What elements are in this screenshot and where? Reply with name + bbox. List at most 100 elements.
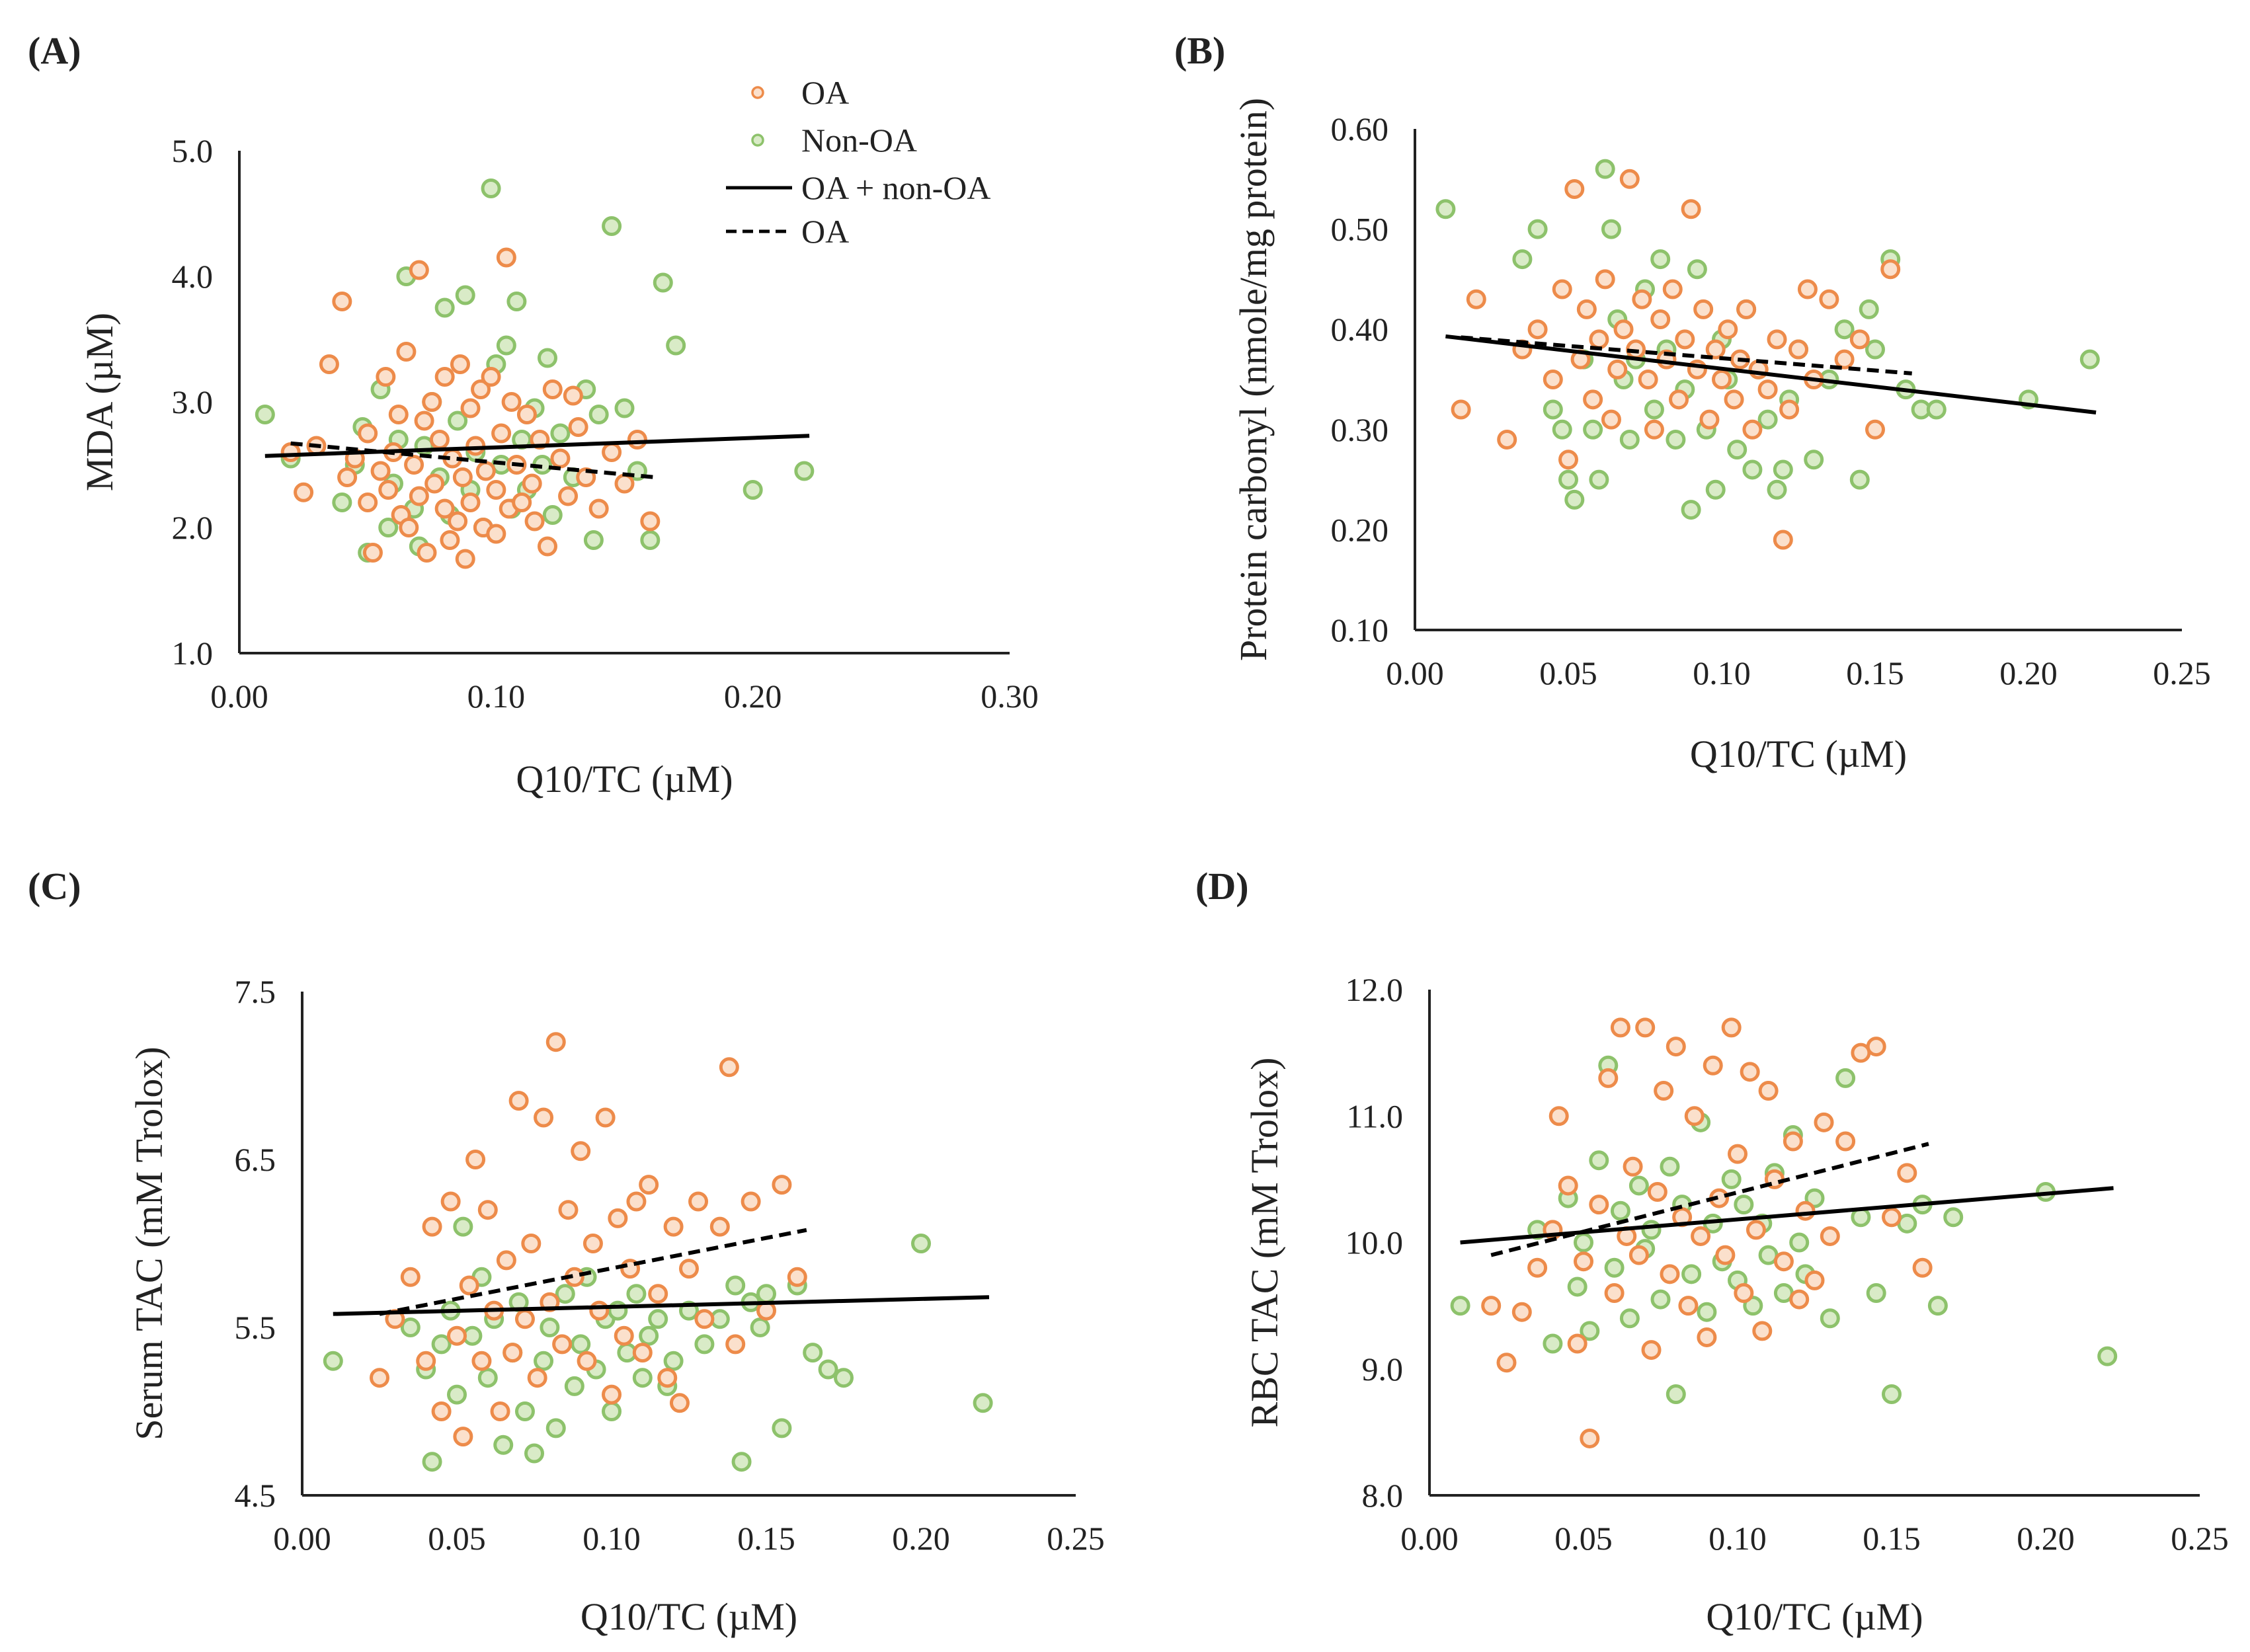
oa-point [422, 1216, 442, 1237]
oa-point [1757, 379, 1778, 400]
oa-point [388, 405, 409, 424]
x-axis-title: Q10/TC (µM) [1706, 1595, 1923, 1638]
oa-point [502, 1343, 523, 1363]
y-tick-label: 6.5 [235, 1141, 276, 1178]
oa-point [527, 1368, 547, 1388]
oa-point [1866, 1037, 1886, 1057]
x-tick-label: 0.10 [1693, 654, 1751, 691]
non-oa-point [1697, 1302, 1717, 1322]
oa-point [648, 1284, 668, 1304]
oa-point [1684, 1106, 1705, 1126]
non-oa-point [477, 1368, 498, 1388]
panel-label: (A) [28, 29, 81, 72]
oa-point [514, 1309, 535, 1329]
non-oa-point [1574, 1232, 1593, 1253]
combined-trend-line [264, 434, 810, 458]
non-oa-point [332, 492, 352, 512]
oa-point [471, 1351, 492, 1371]
non-oa-point [743, 480, 763, 500]
non-oa-point [2079, 349, 2100, 370]
oa-point [1779, 399, 1800, 420]
x-axis-title: Q10/TC (µM) [516, 758, 733, 801]
oa-point [1466, 289, 1486, 309]
oa-point [1610, 1017, 1630, 1038]
x-tick-label: 0.20 [1999, 654, 2058, 691]
x-tick-label: 0.25 [2153, 654, 2211, 691]
oa-point [440, 530, 460, 550]
x-tick-label: 0.20 [2017, 1520, 2075, 1557]
oa-point [1543, 370, 1563, 389]
non-oa-point [1604, 1257, 1625, 1278]
oa-point [1558, 1175, 1578, 1196]
oa-point [1496, 1353, 1517, 1373]
x-tick-label: 0.15 [1863, 1520, 1921, 1557]
oa-point [447, 1325, 467, 1346]
legend-item-3: OA + non-OA [726, 169, 991, 206]
oa-point [399, 518, 419, 537]
oa-point [583, 1234, 603, 1253]
non-oa-point [1804, 450, 1824, 470]
oa-trend-line [379, 1228, 807, 1316]
non-oa-point [1835, 1068, 1856, 1088]
y-tick-label: 5.0 [172, 132, 214, 169]
non-oa-point [1527, 219, 1548, 239]
oa-point [608, 1208, 628, 1228]
oa-point [588, 498, 609, 519]
non-oa-point [1666, 1384, 1686, 1404]
non-oa-point [1943, 1207, 1964, 1228]
non-oa-point [973, 1393, 993, 1413]
oa-point [1481, 1296, 1502, 1316]
y-tick-label: 0.10 [1331, 611, 1389, 649]
non-oa-point [653, 272, 673, 293]
non-oa-point [756, 1284, 776, 1304]
oa-point [1527, 1257, 1548, 1278]
oa-point [1589, 329, 1609, 350]
panel-label: (D) [1195, 865, 1249, 908]
x-tick-label: 0.05 [1539, 654, 1597, 691]
y-tick-label: 0.20 [1331, 511, 1389, 548]
panel-label: (B) [1174, 29, 1225, 72]
non-oa-point [1650, 249, 1671, 270]
non-oa-point [731, 1452, 752, 1472]
oa-point [1789, 1289, 1810, 1310]
oa-point [1580, 1428, 1600, 1448]
legend-item-2: Non-OA [751, 122, 917, 159]
non-oa-point [555, 1284, 575, 1304]
oa-point [1675, 329, 1695, 350]
y-tick-label: 7.5 [235, 973, 276, 1010]
oa-point [404, 455, 424, 475]
oa-point [455, 549, 475, 569]
oa-point [471, 379, 491, 399]
oa-point [370, 1368, 389, 1388]
oa-point [429, 430, 450, 450]
oa-point [1783, 1131, 1803, 1152]
non-oa-point [455, 285, 475, 305]
oa-point [1880, 259, 1901, 280]
non-oa-point [803, 1343, 823, 1363]
non-oa-point [1882, 1384, 1902, 1404]
y-axis-title: RBC TAC (mM Trolox) [1243, 1058, 1286, 1428]
oa-point [1589, 1195, 1609, 1215]
legend-label: Non-OA [801, 122, 917, 159]
oa-point [496, 247, 516, 268]
non-oa-point [663, 1351, 684, 1371]
oa-point [416, 1351, 436, 1371]
non-oa-point [1543, 399, 1563, 420]
non-oa-point [1721, 1169, 1742, 1189]
oa-point [657, 1368, 678, 1388]
non-oa-point [1641, 1220, 1662, 1240]
non-oa-point [1773, 459, 1793, 480]
oa-point [358, 423, 378, 444]
oa-point [424, 473, 445, 494]
x-tick-label: 0.20 [724, 678, 782, 715]
non-oa-point [1727, 440, 1748, 460]
oa-point [741, 1191, 761, 1212]
x-tick-label: 0.05 [1554, 1520, 1613, 1557]
oa-point [294, 482, 314, 502]
oa-point [632, 1343, 653, 1363]
y-tick-label: 1.0 [172, 635, 214, 672]
non-oa-point [400, 1318, 421, 1337]
oa-point [1654, 1081, 1674, 1101]
oa-point [627, 430, 647, 450]
non-oa-point [1619, 1308, 1640, 1329]
